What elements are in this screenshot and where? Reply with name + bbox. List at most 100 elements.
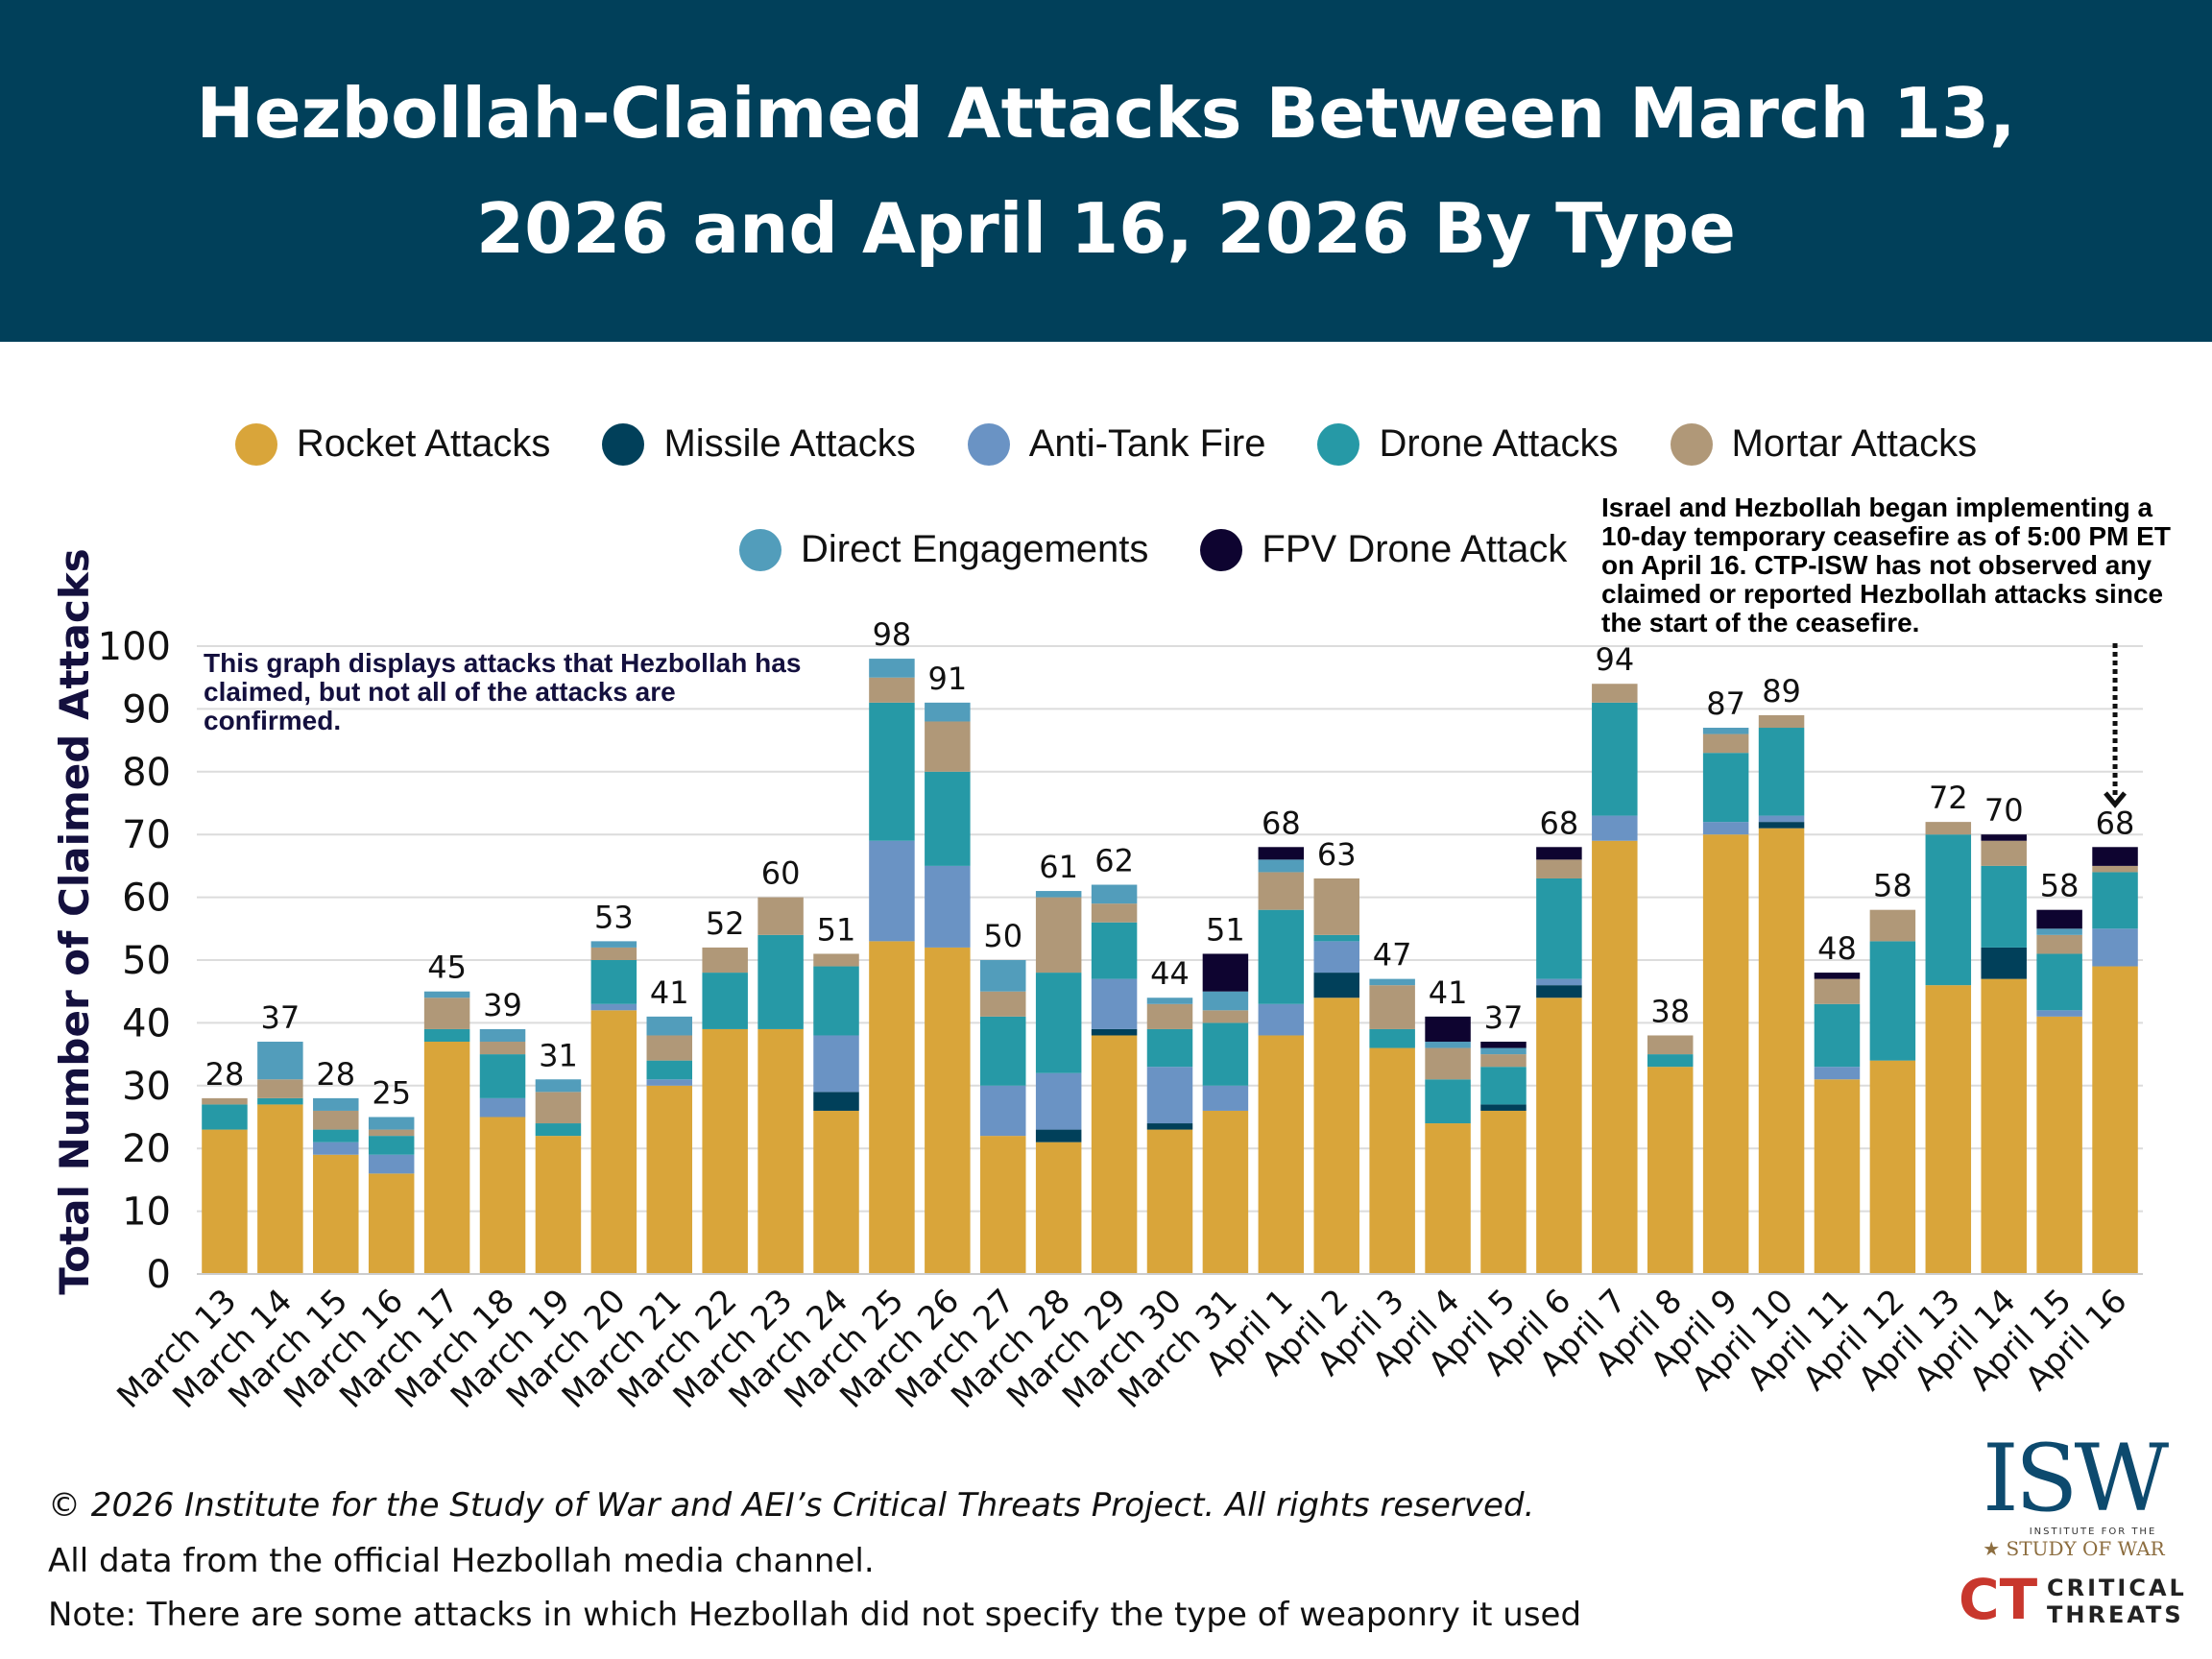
bar-segment bbox=[590, 1003, 637, 1011]
bar-segment bbox=[1091, 1035, 1138, 1274]
bar-segment bbox=[1313, 973, 1359, 998]
bar-segment bbox=[1814, 978, 1861, 1004]
bar-segment bbox=[423, 998, 470, 1029]
bar-segment bbox=[1146, 1129, 1193, 1274]
total-label: 94 bbox=[1595, 641, 1634, 678]
total-label: 62 bbox=[1094, 843, 1134, 879]
bar-segment bbox=[2092, 966, 2138, 1274]
bar-segment bbox=[1202, 953, 1249, 992]
total-label: 51 bbox=[817, 911, 856, 948]
bar-segment bbox=[1814, 1003, 1861, 1068]
claimed-note: This graph displays attacks that Hezboll… bbox=[204, 648, 802, 735]
total-label: 72 bbox=[1929, 780, 1968, 816]
bar-segment bbox=[1758, 815, 1805, 823]
bar-segment bbox=[646, 1016, 693, 1036]
total-label: 38 bbox=[1650, 993, 1690, 1029]
bar-segment bbox=[1425, 1047, 1471, 1080]
y-tick-label: 30 bbox=[122, 1065, 171, 1109]
bar-segment bbox=[925, 865, 971, 948]
legend-label: Drone Attacks bbox=[1379, 422, 1619, 465]
bar-segment bbox=[869, 941, 915, 1274]
legend-row-1: Rocket Attacks Missile Attacks Anti-Tank F… bbox=[0, 422, 2212, 466]
total-label: 68 bbox=[1262, 805, 1301, 841]
bar-segment bbox=[1369, 1047, 1415, 1274]
bar-segment bbox=[813, 1035, 859, 1093]
legend-label: Anti-Tank Fire bbox=[1028, 422, 1266, 465]
bar-segment bbox=[368, 1173, 415, 1274]
bar-segment bbox=[1814, 1079, 1861, 1274]
y-tick-label: 20 bbox=[122, 1127, 171, 1171]
bar-segment bbox=[368, 1129, 415, 1137]
bar-segment bbox=[1258, 847, 1305, 860]
legend-item: Anti-Tank Fire bbox=[967, 422, 1266, 466]
bar-segment bbox=[202, 1104, 248, 1130]
footer-note: Note: There are some attacks in which He… bbox=[48, 1596, 1582, 1634]
bar-segment bbox=[1592, 840, 1638, 1274]
bar-segment bbox=[646, 1079, 693, 1086]
bar-segment bbox=[535, 1136, 582, 1274]
bar-segment bbox=[479, 1117, 526, 1274]
bar-segment bbox=[1202, 1022, 1249, 1086]
isw-logo: ISW INSTITUTE FOR THE ★ STUDY OF WAR bbox=[1982, 1425, 2169, 1560]
total-label: 41 bbox=[1429, 974, 1468, 1011]
bar-segment bbox=[257, 1042, 303, 1080]
total-label: 45 bbox=[427, 950, 467, 986]
bar-segment bbox=[1869, 941, 1916, 1061]
bar-segment bbox=[1925, 822, 1972, 835]
bar-segment bbox=[925, 947, 971, 1274]
bar-segment bbox=[1536, 859, 1582, 878]
bar-segment bbox=[1925, 985, 1972, 1274]
legend-swatch bbox=[739, 528, 781, 571]
bar-segment bbox=[1258, 1003, 1305, 1036]
bar-segment bbox=[313, 1110, 359, 1130]
bar-segment bbox=[925, 771, 971, 866]
bar-segment bbox=[702, 973, 748, 1029]
legend-swatch bbox=[1317, 422, 1360, 466]
total-label: 28 bbox=[205, 1056, 245, 1093]
bar-segment bbox=[535, 1079, 582, 1093]
bar-segment bbox=[1480, 1104, 1527, 1111]
legend-swatch bbox=[1670, 422, 1713, 466]
bar-segment bbox=[1981, 978, 2027, 1274]
bar-segment bbox=[1146, 1123, 1193, 1130]
bar-segment bbox=[313, 1129, 359, 1142]
y-tick-label: 50 bbox=[122, 939, 171, 983]
bar-segment bbox=[646, 1085, 693, 1274]
legend-item: Rocket Attacks bbox=[234, 422, 550, 466]
bar-segment bbox=[1035, 1072, 1082, 1130]
bar-segment bbox=[757, 897, 804, 935]
y-tick-label: 10 bbox=[122, 1190, 171, 1235]
bar-segment bbox=[1425, 1016, 1471, 1043]
y-tick-label: 90 bbox=[122, 687, 171, 732]
legend-label: Mortar Attacks bbox=[1731, 422, 1978, 465]
bar-segment bbox=[1146, 1067, 1193, 1124]
bar-segment bbox=[1425, 1042, 1471, 1048]
bar-segment bbox=[1480, 1047, 1527, 1055]
total-label: 61 bbox=[1039, 849, 1078, 885]
y-tick-label: 0 bbox=[147, 1253, 171, 1297]
bar-segment bbox=[1369, 985, 1415, 1029]
bar-segment bbox=[590, 941, 637, 948]
legend-swatch bbox=[1200, 528, 1243, 571]
bar-segment bbox=[1313, 934, 1359, 942]
legend-item: FPV Drone Attack bbox=[1200, 528, 1567, 571]
bar-segment bbox=[1425, 1123, 1471, 1274]
total-label: 89 bbox=[1762, 673, 1801, 709]
bar-segment bbox=[1981, 840, 2027, 866]
bar-segment bbox=[1981, 947, 2027, 979]
bar-segment bbox=[1647, 1035, 1694, 1055]
total-label: 37 bbox=[261, 999, 301, 1036]
total-label: 28 bbox=[316, 1056, 355, 1093]
total-label: 87 bbox=[1706, 685, 1745, 722]
ceasefire-note: Israel and Hezbollah began implementing … bbox=[1601, 493, 2171, 637]
bar-segment bbox=[535, 1092, 582, 1124]
legend-item: Direct Engagements bbox=[739, 528, 1148, 571]
legend-swatch bbox=[602, 422, 645, 466]
bar-segment bbox=[925, 721, 971, 772]
bar-segment bbox=[1536, 978, 1582, 986]
bar-segment bbox=[757, 934, 804, 1029]
legend-row-2: Direct Engagements FPV Drone Attack bbox=[739, 528, 1567, 571]
bar-segment bbox=[1702, 834, 1749, 1274]
legend-item: Missile Attacks bbox=[602, 422, 916, 466]
bar-segment bbox=[1981, 834, 2027, 841]
